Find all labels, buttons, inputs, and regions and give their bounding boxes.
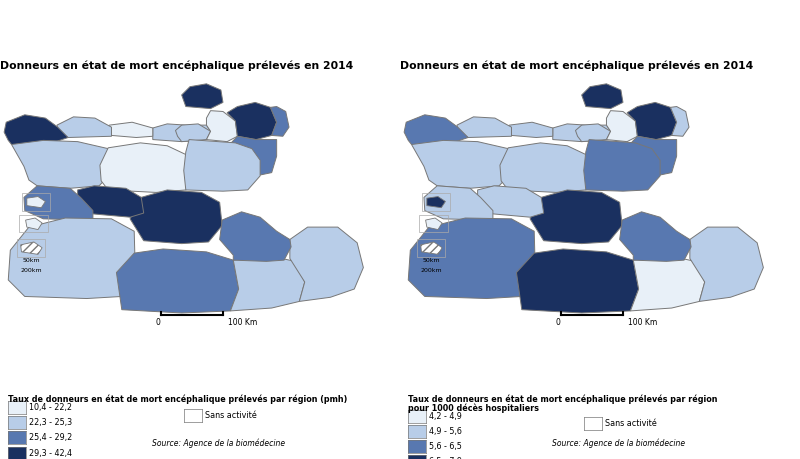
Text: pour 1000 décès hospitaliers: pour 1000 décès hospitaliers	[408, 403, 539, 413]
Polygon shape	[404, 115, 468, 146]
Polygon shape	[338, 410, 362, 448]
Polygon shape	[117, 249, 238, 313]
Polygon shape	[78, 186, 144, 217]
Polygon shape	[4, 115, 68, 146]
Polygon shape	[424, 186, 493, 220]
Polygon shape	[206, 111, 238, 142]
Polygon shape	[553, 124, 610, 142]
Polygon shape	[182, 84, 223, 109]
Text: 0: 0	[555, 319, 560, 327]
Text: Sans activité: Sans activité	[205, 411, 257, 420]
Polygon shape	[27, 196, 46, 207]
Bar	[19, 215, 47, 232]
Polygon shape	[175, 124, 210, 142]
Text: 25,4 - 29,2: 25,4 - 29,2	[29, 433, 72, 442]
Polygon shape	[421, 242, 442, 254]
Bar	[419, 215, 447, 232]
Text: Source: Agence de la biomédecine: Source: Agence de la biomédecine	[552, 438, 685, 448]
Text: 5,6 - 6,5: 5,6 - 6,5	[429, 442, 462, 451]
Polygon shape	[517, 249, 638, 313]
Polygon shape	[130, 190, 222, 244]
Text: 50km: 50km	[22, 258, 40, 263]
Polygon shape	[184, 140, 260, 191]
Polygon shape	[11, 140, 114, 188]
Text: 100 Km: 100 Km	[228, 319, 257, 327]
Polygon shape	[100, 143, 194, 192]
Polygon shape	[500, 143, 594, 192]
Text: 22,3 - 25,3: 22,3 - 25,3	[29, 418, 72, 427]
Polygon shape	[738, 410, 762, 448]
Text: 50km: 50km	[422, 258, 440, 263]
Polygon shape	[230, 255, 305, 311]
Polygon shape	[426, 218, 442, 230]
Text: Taux de donneurs en état de mort encéphalique prélevés par région (pmh): Taux de donneurs en état de mort encépha…	[8, 395, 347, 404]
Polygon shape	[630, 255, 705, 311]
Text: 100 Km: 100 Km	[628, 319, 657, 327]
Text: Source: Agence de la biomédecine: Source: Agence de la biomédecine	[152, 438, 285, 448]
Text: Donneurs en état de mort encéphalique prélevés en 2014: Donneurs en état de mort encéphalique pr…	[400, 61, 754, 71]
Polygon shape	[226, 136, 277, 177]
Polygon shape	[503, 122, 553, 138]
Polygon shape	[26, 218, 42, 230]
Polygon shape	[457, 117, 511, 138]
Bar	[17, 240, 46, 257]
Polygon shape	[582, 84, 623, 109]
Bar	[22, 193, 50, 211]
Text: 4,9 - 5,6: 4,9 - 5,6	[429, 427, 462, 436]
Bar	[417, 240, 446, 257]
Polygon shape	[575, 124, 610, 142]
Polygon shape	[8, 218, 135, 298]
Polygon shape	[290, 227, 363, 302]
Polygon shape	[24, 186, 93, 220]
Polygon shape	[21, 242, 42, 254]
Polygon shape	[270, 106, 289, 136]
Polygon shape	[408, 218, 535, 298]
Polygon shape	[411, 140, 514, 188]
Polygon shape	[626, 136, 677, 177]
Polygon shape	[478, 186, 544, 217]
Polygon shape	[670, 106, 689, 136]
Text: 10,4 - 22,2: 10,4 - 22,2	[29, 403, 72, 412]
Text: Taux de donneurs en état de mort encéphalique prélevés par région: Taux de donneurs en état de mort encépha…	[408, 395, 718, 404]
Bar	[422, 193, 450, 211]
Polygon shape	[627, 102, 677, 140]
Text: Sans activité: Sans activité	[605, 420, 657, 428]
Polygon shape	[57, 117, 111, 138]
Text: 0: 0	[155, 319, 160, 327]
Text: 29,3 - 42,4: 29,3 - 42,4	[29, 448, 72, 458]
Text: 200km: 200km	[20, 268, 42, 273]
Text: 4,2 - 4,9: 4,2 - 4,9	[429, 412, 462, 421]
Text: Donneurs en état de mort encéphalique prélevés en 2014: Donneurs en état de mort encéphalique pr…	[0, 61, 354, 71]
Text: 200km: 200km	[420, 268, 442, 273]
Polygon shape	[620, 212, 691, 261]
Polygon shape	[584, 140, 660, 191]
Polygon shape	[220, 212, 291, 261]
Polygon shape	[690, 227, 763, 302]
Polygon shape	[103, 122, 153, 138]
Polygon shape	[606, 111, 638, 142]
Text: 6,5 - 7,9: 6,5 - 7,9	[429, 457, 462, 459]
Polygon shape	[153, 124, 210, 142]
Polygon shape	[227, 102, 277, 140]
Polygon shape	[427, 196, 446, 207]
Polygon shape	[530, 190, 622, 244]
